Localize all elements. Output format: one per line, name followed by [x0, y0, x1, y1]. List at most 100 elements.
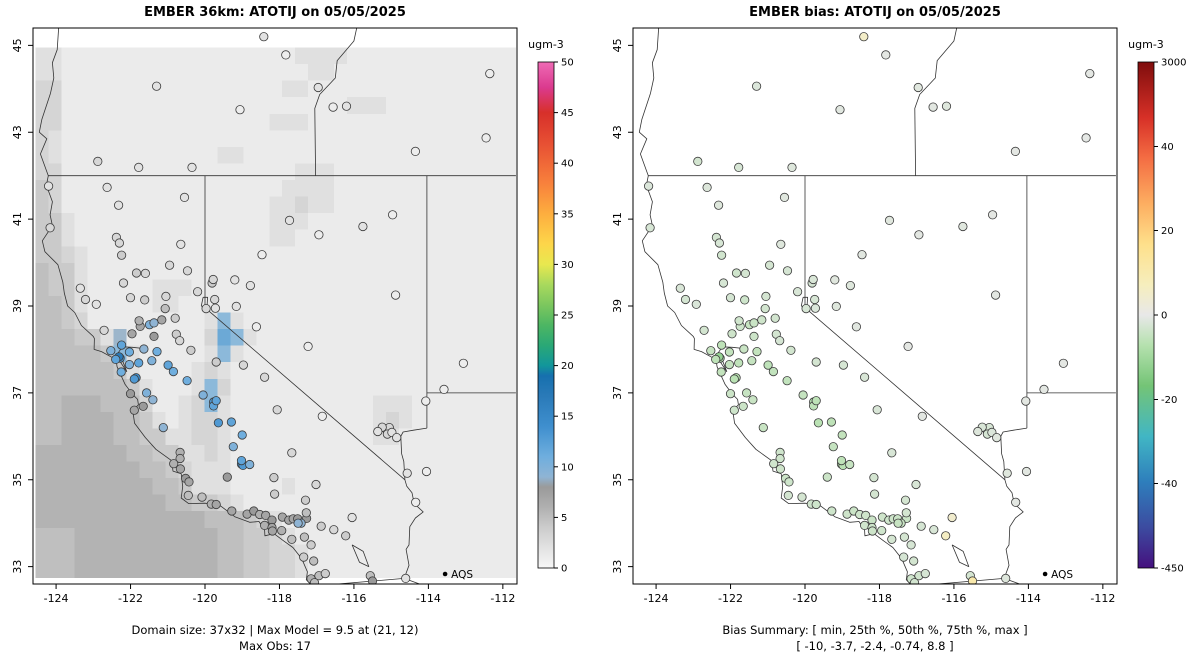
grid-cell — [61, 345, 75, 363]
aqs-legend: AQS — [1042, 569, 1073, 581]
grid-cell — [425, 146, 439, 164]
axes: -124 -122 -120 -118 -116 -114 -112 33 35 37 39 41 43… — [611, 38, 1115, 605]
site-marker — [251, 322, 261, 332]
grid-cell — [74, 494, 88, 512]
grid-cell — [126, 64, 140, 82]
grid-cell — [217, 362, 231, 380]
grid-cell — [489, 196, 504, 214]
grid-cell — [35, 246, 49, 264]
grid-cell — [152, 246, 166, 264]
grid-cell — [476, 279, 491, 297]
site-marker — [869, 472, 879, 483]
site-marker — [797, 492, 807, 502]
site-marker — [75, 283, 85, 293]
grid-cell — [256, 527, 270, 545]
grid-cell — [204, 428, 218, 446]
grid-cell — [373, 362, 387, 380]
grid-cell — [269, 97, 283, 115]
grid-cell — [113, 97, 127, 115]
grid-cell — [360, 97, 374, 115]
grid-cell — [282, 130, 296, 148]
grid-cell — [204, 80, 218, 98]
grid-cell — [347, 428, 361, 446]
grid-cell — [463, 395, 478, 413]
grid-cell — [35, 279, 49, 297]
grid-cell — [450, 80, 465, 98]
grid-cell — [48, 494, 62, 512]
grid-cell — [425, 329, 439, 346]
grid-cell — [126, 428, 140, 446]
grid-cell — [152, 130, 166, 148]
grid-cell — [438, 362, 452, 380]
grid-cell — [489, 163, 504, 181]
site-marker — [717, 340, 727, 350]
site-marker — [99, 325, 109, 335]
site-marker — [134, 316, 144, 326]
site-marker — [739, 344, 749, 354]
grid-cell — [321, 494, 335, 512]
grid-cell — [191, 445, 205, 462]
grid-cell — [230, 213, 244, 231]
grid-cell — [334, 229, 348, 247]
grid-cell — [373, 295, 387, 313]
grid-cell — [256, 163, 270, 181]
grid-cell — [269, 312, 283, 330]
grid-cell — [425, 445, 439, 462]
site-marker — [1002, 468, 1012, 478]
site-marker — [198, 390, 208, 400]
grid-cell — [139, 445, 153, 462]
site-marker — [752, 346, 762, 357]
grid-cell — [308, 196, 322, 214]
grid-cell — [243, 445, 257, 462]
site-marker — [857, 250, 867, 260]
grid-cell — [217, 113, 231, 131]
x-tick-label: -116 — [341, 592, 366, 605]
grid-cell — [243, 229, 257, 247]
grid-cell — [438, 295, 452, 313]
grid-cell — [282, 229, 296, 247]
grid-cell — [450, 163, 465, 181]
grid-cell — [165, 97, 179, 115]
grid-cell — [282, 246, 296, 264]
grid-cell — [243, 196, 257, 214]
grid-cell — [74, 461, 88, 479]
grid-cell — [191, 395, 205, 413]
grid-cell — [502, 262, 517, 280]
grid-cell — [438, 146, 452, 164]
grid-cell — [204, 461, 218, 479]
grid-cell — [87, 527, 101, 545]
grid-cell — [399, 130, 413, 148]
grid-cell — [412, 64, 426, 82]
grid-cell — [204, 229, 218, 247]
grid-cell — [74, 213, 88, 231]
site-marker — [822, 472, 832, 482]
grid-cell — [100, 461, 114, 479]
grid-cell — [334, 560, 348, 578]
grid-cell — [61, 229, 75, 247]
grid-cell — [178, 395, 192, 413]
grid-cell — [243, 395, 257, 413]
grid-cell — [386, 329, 400, 346]
grid-cell — [476, 213, 491, 231]
site-marker — [208, 274, 218, 285]
site-marker — [845, 280, 855, 291]
grid-cell — [334, 180, 348, 197]
site-marker — [992, 432, 1002, 443]
grid-cell — [476, 97, 491, 115]
grid-cell — [178, 246, 192, 264]
grid-cell — [230, 329, 244, 346]
grid-cell — [425, 544, 439, 562]
grid-cell — [321, 246, 335, 264]
site-marker — [748, 395, 758, 405]
grid-cell — [489, 97, 504, 115]
grid-cell — [438, 461, 452, 479]
grid-cell — [152, 461, 166, 479]
grid-cell — [321, 64, 335, 82]
grid-cell — [256, 560, 270, 578]
grid-cell — [113, 544, 127, 562]
site-marker — [163, 360, 173, 370]
site-marker — [131, 268, 142, 278]
site-marker — [1010, 146, 1020, 156]
grid-cell — [412, 113, 426, 131]
grid-cell — [243, 378, 257, 396]
